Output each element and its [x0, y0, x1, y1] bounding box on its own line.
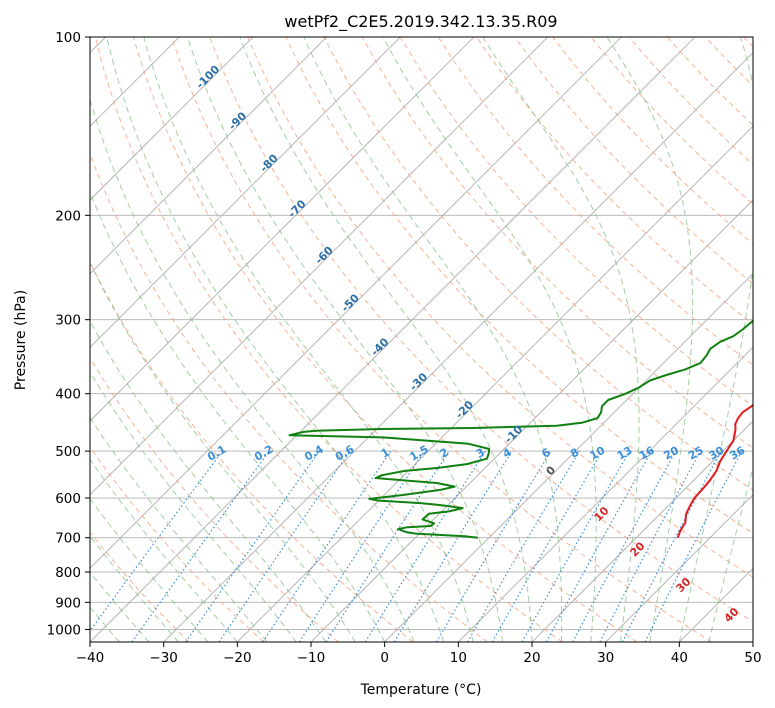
moist-adiabat-line — [187, 37, 503, 642]
isotherm-line — [384, 273, 753, 642]
x-tick-label: 10 — [450, 650, 467, 666]
mixing-ratio-line — [262, 450, 392, 642]
mixing-ratio-line — [185, 450, 320, 642]
mixing-ratio-line — [131, 450, 270, 642]
mixing-ratio-line — [545, 450, 653, 642]
dry-adiabat-line — [90, 356, 339, 642]
isotherm-line — [458, 346, 753, 642]
y-tick-label: 700 — [55, 531, 81, 547]
y-tick-label: 900 — [55, 595, 81, 611]
isotherm-line — [90, 37, 696, 642]
moist-adiabat-line — [303, 37, 563, 642]
mixing-ratio-line — [521, 450, 631, 642]
y-tick-label: 500 — [55, 444, 81, 460]
y-tick-label: 100 — [55, 30, 81, 46]
y-axis-label: Pressure (hPa) — [13, 290, 29, 390]
y-tick-label: 600 — [55, 491, 81, 507]
x-tick-label: −30 — [149, 650, 178, 666]
temperature-line — [676, 403, 753, 539]
isotherm-line — [90, 37, 401, 348]
mixing-ratio-line — [218, 450, 351, 642]
isotherm-line — [90, 37, 548, 496]
dry-adiabats — [90, 37, 753, 642]
isotherm-line — [90, 37, 475, 422]
dry-adiabat-line — [94, 37, 563, 642]
moist-adiabat-line — [90, 370, 297, 642]
dry-adiabat-line — [90, 446, 264, 642]
y-tick-label: 1000 — [47, 622, 81, 638]
moist-adiabat-line — [90, 320, 327, 642]
isotherm-lines — [90, 37, 753, 642]
x-tick-label: −10 — [297, 650, 326, 666]
moist-adiabat-line — [678, 37, 753, 642]
mixing-ratio-lines — [90, 450, 743, 642]
moist-adiabat-line — [106, 37, 445, 642]
moist-adiabat-line — [239, 37, 533, 642]
isotherm-line — [237, 125, 753, 642]
x-tick-label: 30 — [597, 650, 614, 666]
isotherm-line — [163, 52, 753, 642]
dry-adiabat-line — [171, 37, 712, 642]
moist-adiabat-line — [382, 37, 597, 642]
moist-adiabat-line — [143, 37, 474, 642]
mixing-ratio-line — [572, 450, 677, 642]
moist-adiabat-line — [90, 97, 415, 642]
isobar-lines — [90, 37, 753, 630]
mixing-ratio-line — [325, 450, 450, 642]
x-tick-label: 0 — [380, 650, 389, 666]
x-tick-label: 20 — [523, 650, 540, 666]
y-axis-ticks: 100 200 300 400 500 600 700 800 900 1000 — [47, 30, 90, 638]
isotherm-line — [90, 37, 622, 569]
x-tick-label: 40 — [671, 650, 688, 666]
plot-frame — [89, 36, 754, 643]
moist-adiabat-line — [708, 465, 753, 642]
isotherm-line — [531, 420, 753, 642]
dry-adiabat-line — [209, 37, 753, 623]
dry-adiabat-line — [90, 260, 414, 642]
x-tick-label: 50 — [744, 650, 761, 666]
moist-adiabat-line — [90, 497, 209, 642]
x-tick-label: −40 — [76, 650, 105, 666]
y-tick-label: 800 — [55, 565, 81, 581]
profile-series — [288, 319, 753, 539]
dry-adiabat-line — [247, 37, 753, 578]
moist-adiabat-line — [90, 458, 238, 642]
moist-adiabat-line — [90, 535, 179, 642]
moist-adiabats — [90, 37, 753, 642]
moist-adiabat-line — [482, 37, 640, 642]
dry-adiabat-line — [90, 531, 190, 642]
isotherm-line — [90, 37, 254, 201]
mixing-ratio-line — [298, 450, 425, 642]
dry-adiabat-line — [361, 37, 753, 449]
y-tick-label: 400 — [55, 387, 81, 403]
x-axis-ticks: −40 −30 −20 −10 0 10 20 30 40 50 — [76, 642, 762, 666]
dewpoint-line — [288, 319, 753, 539]
dry-adiabat-line — [399, 37, 753, 407]
moist-adiabat-line — [90, 190, 386, 642]
mixing-ratio-line — [393, 450, 513, 642]
y-tick-label: 200 — [55, 208, 81, 224]
isotherm-line — [90, 37, 327, 275]
dry-adiabat-line — [514, 37, 753, 285]
mixing-ratio-line — [644, 450, 743, 642]
chart-title: wetPf2_C2E5.2019.342.13.35.R09 — [284, 12, 557, 32]
moist-adiabat-line — [606, 37, 694, 642]
moist-adiabat-line — [90, 261, 356, 642]
dry-adiabat-line — [90, 152, 488, 642]
isotherm-line — [605, 494, 753, 642]
x-tick-label: −20 — [223, 650, 252, 666]
mixing-ratio-line — [90, 450, 223, 632]
x-axis-label: Temperature (°C) — [360, 682, 482, 698]
dry-adiabat-line — [132, 37, 638, 642]
moist-adiabat-line — [90, 416, 268, 642]
y-tick-label: 300 — [55, 313, 81, 329]
